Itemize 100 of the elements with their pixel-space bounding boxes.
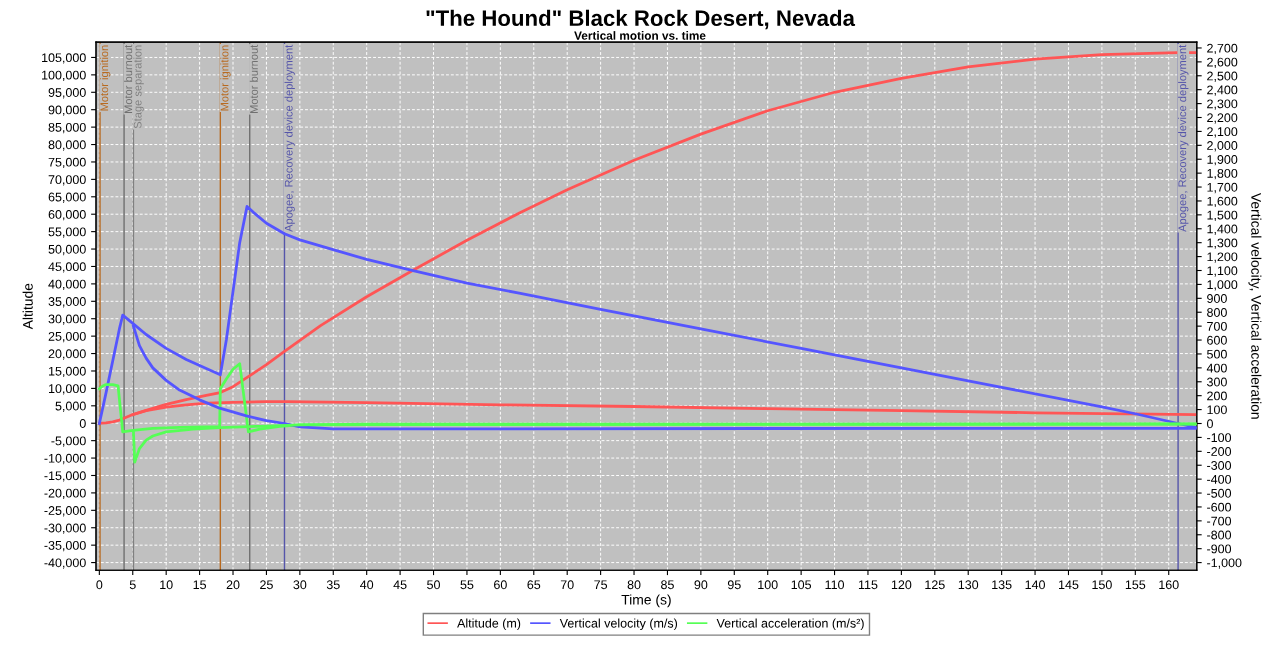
x-tick-label: 70 — [560, 580, 574, 590]
x-tick-label: 75 — [594, 580, 608, 590]
y2-axis-title: Vertical velocity, Vertical acceleration — [1248, 192, 1262, 419]
x-tick-label: 110 — [825, 580, 845, 590]
x-tick-label: 35 — [326, 580, 340, 590]
y-tick-label: -15,000 — [44, 471, 86, 482]
y2-tick-label: 2,100 — [1207, 127, 1238, 138]
y-tick-label: 55,000 — [48, 227, 86, 238]
x-tick-label: 60 — [494, 580, 507, 590]
y-tick-label: -5,000 — [51, 436, 86, 447]
y-tick-label: 80,000 — [48, 140, 86, 151]
x-tick-label: 150 — [1092, 580, 1112, 590]
x-tick-label: 155 — [1125, 580, 1146, 590]
y-tick-label: -30,000 — [44, 523, 86, 534]
y-tick-label: -10,000 — [44, 453, 86, 465]
y-tick-label: 75,000 — [48, 157, 86, 169]
y-tick-label: 20,000 — [48, 349, 86, 360]
x-tick-label: 5 — [129, 580, 136, 590]
y2-tick-label: 300 — [1207, 377, 1227, 387]
y2-tick-label: -800 — [1207, 530, 1232, 540]
y-tick-label: 5,000 — [55, 401, 86, 412]
x-tick-label: 140 — [1025, 580, 1045, 590]
y-tick-label: 15,000 — [49, 366, 86, 378]
x-tick-label: 50 — [427, 580, 440, 590]
y2-tick-label: 2,500 — [1207, 71, 1238, 82]
y-tick-label: 105,000 — [42, 53, 86, 64]
x-tick-label: 135 — [992, 580, 1012, 590]
y-tick-label: -25,000 — [44, 506, 86, 517]
y2-tick-label: 100 — [1207, 405, 1227, 415]
ref-line-label: Motor burnout — [124, 44, 133, 114]
y2-tick-label: 1,100 — [1207, 266, 1238, 277]
x-tick-label: 90 — [694, 580, 708, 590]
y2-tick-label: 1,400 — [1207, 224, 1238, 235]
legend-label: Altitude (m) — [457, 618, 521, 631]
y2-tick-label: 2,700 — [1207, 43, 1238, 55]
y-tick-label: 30,000 — [48, 314, 86, 325]
y2-tick-label: 1,300 — [1207, 238, 1238, 249]
x-tick-label: 100 — [758, 580, 778, 590]
y-tick-label: 90,000 — [48, 105, 86, 116]
x-tick-label: 160 — [1159, 580, 1179, 590]
y2-tick-label: 600 — [1207, 335, 1227, 345]
y2-tick-label: -400 — [1207, 474, 1232, 484]
y2-tick-label: -200 — [1207, 447, 1232, 456]
y2-tick-label: 0 — [1207, 419, 1213, 429]
y-tick-label: 100,000 — [42, 70, 86, 81]
y2-tick-label: -1,000 — [1207, 558, 1242, 569]
y2-tick-label: 500 — [1207, 349, 1227, 359]
y2-tick-label: 1,800 — [1207, 168, 1238, 180]
y-tick-label: -40,000 — [44, 558, 86, 569]
y2-tick-label: 2,000 — [1207, 141, 1238, 152]
x-tick-label: 40 — [360, 580, 374, 590]
x-tick-label: 80 — [627, 580, 641, 590]
x-tick-label: 25 — [260, 580, 273, 590]
ref-line-label: Stage separation — [133, 45, 144, 129]
y-tick-label: 40,000 — [48, 279, 86, 291]
y2-tick-label: 2,300 — [1207, 99, 1238, 110]
y2-tick-label: 2,600 — [1207, 57, 1238, 68]
x-tick-label: 115 — [858, 580, 878, 590]
x-tick-label: 145 — [1059, 580, 1079, 590]
y2-tick-label: -500 — [1207, 488, 1232, 498]
x-tick-label: 125 — [925, 580, 945, 590]
y2-tick-label: -900 — [1207, 544, 1232, 554]
y2-tick-label: 1,600 — [1207, 196, 1238, 208]
x-tick-label: 55 — [460, 580, 474, 590]
x-tick-label: 65 — [527, 580, 541, 590]
y-tick-label: 50,000 — [48, 244, 86, 256]
y-tick-label: 0 — [79, 419, 86, 428]
legend-label: Vertical velocity (m/s) — [559, 618, 678, 631]
y2-tick-label: 1,500 — [1207, 210, 1238, 221]
chart-title: "The Hound" Black Rock Desert, Nevada — [426, 9, 856, 30]
chart-subtitle: Vertical motion vs. time — [574, 31, 706, 40]
y2-tick-label: 200 — [1207, 391, 1227, 401]
ref-line-label: Apogee, Recovery device deployment — [1178, 44, 1189, 232]
x-tick-label: 130 — [958, 580, 979, 590]
x-tick-label: 95 — [727, 580, 741, 590]
y2-tick-label: 1,000 — [1207, 280, 1238, 291]
x-axis-title: Time (s) — [621, 594, 671, 608]
y-tick-label: -35,000 — [44, 540, 86, 552]
y-tick-label: 70,000 — [48, 175, 86, 186]
y-tick-label: 10,000 — [49, 384, 86, 395]
ref-line-label: Apogee, Recovery device deployment — [284, 44, 295, 232]
y2-tick-label: 900 — [1207, 294, 1227, 303]
ref-line-label: Motor burnout — [249, 44, 258, 114]
x-tick-label: 15 — [193, 580, 207, 590]
y2-tick-label: -100 — [1207, 433, 1232, 443]
y-tick-label: 45,000 — [48, 262, 86, 273]
legend-label: Vertical acceleration (m/s²) — [716, 618, 864, 631]
y2-tick-label: 1,900 — [1207, 155, 1238, 166]
y-axis-title: Altitude — [22, 283, 33, 330]
x-tick-label: 0 — [96, 580, 103, 590]
x-tick-label: 120 — [891, 580, 912, 590]
y2-tick-label: 800 — [1207, 308, 1227, 317]
y-tick-label: 65,000 — [48, 192, 86, 203]
y2-tick-label: -300 — [1207, 461, 1232, 470]
y2-tick-label: 1,200 — [1207, 252, 1238, 263]
y2-tick-label: 400 — [1206, 363, 1227, 373]
y-tick-label: 95,000 — [48, 88, 86, 99]
x-tick-label: 30 — [293, 580, 307, 590]
ref-line-label: Motor ignition — [220, 45, 231, 111]
y-tick-label: 85,000 — [48, 122, 86, 134]
